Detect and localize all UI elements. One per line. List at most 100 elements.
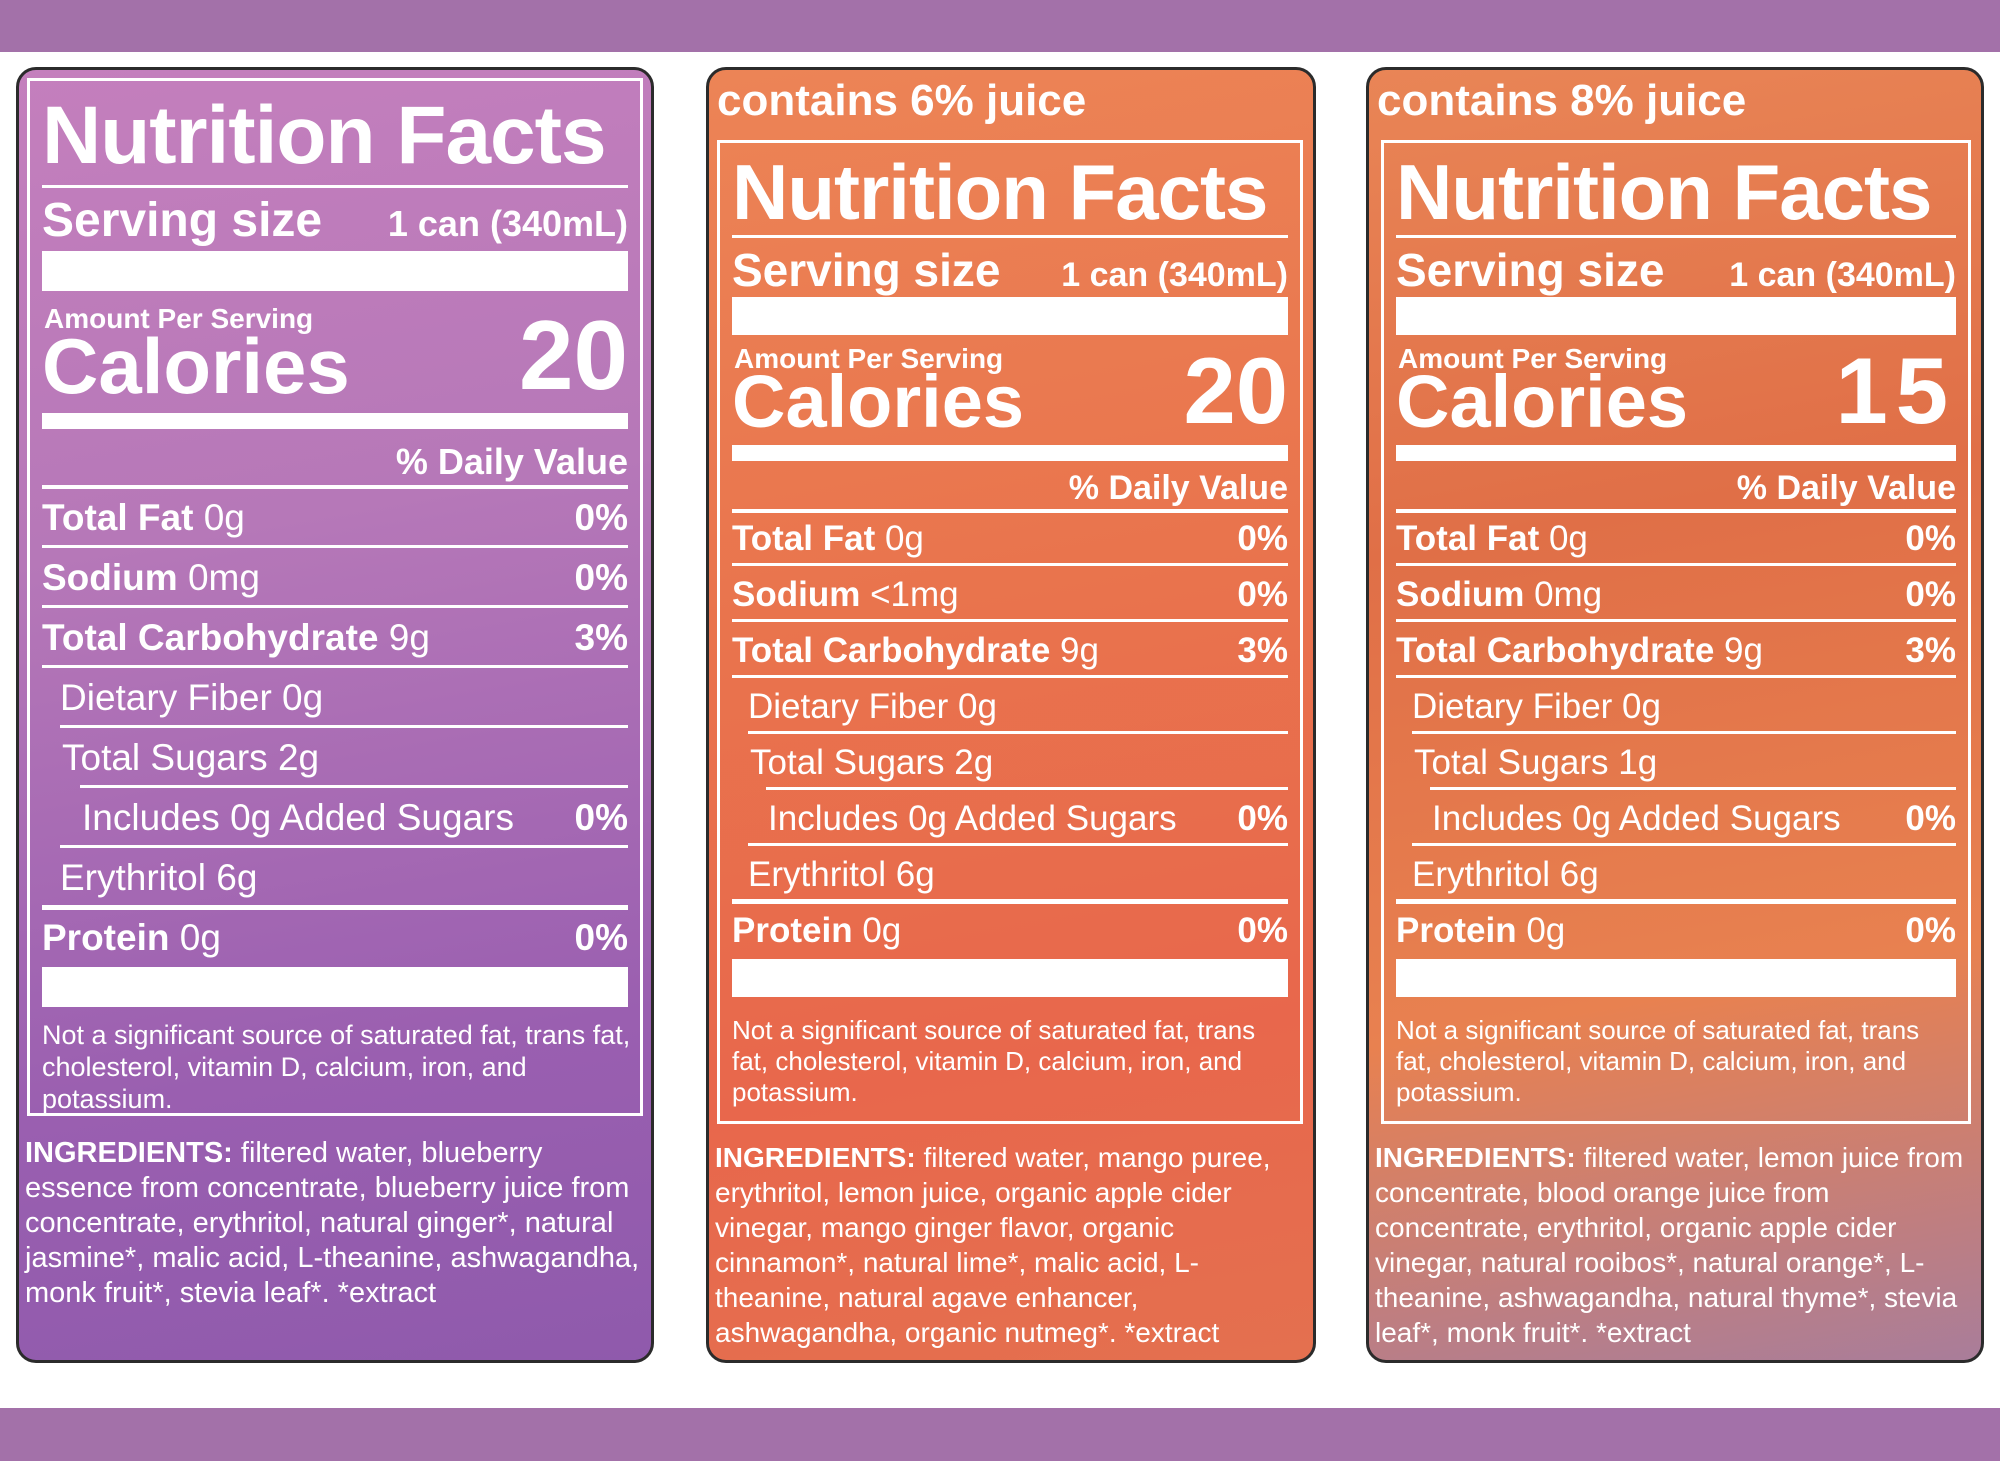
divider (42, 545, 628, 548)
nutrient-amount: 0g (179, 917, 221, 958)
dietary-fiber-row: Dietary Fiber 0g (1412, 687, 1661, 726)
nutrient-name: Total Fat (732, 519, 876, 558)
nutrient-amount: 0g (1548, 519, 1588, 558)
thick-divider (732, 959, 1288, 997)
thick-divider (1396, 297, 1956, 335)
serving-size-label: Serving size (732, 244, 1001, 296)
footnote: Not a significant source of saturated fa… (732, 1015, 1256, 1107)
serving-size-value: 1 can (340mL) (1061, 256, 1288, 294)
calories-label: Calories (732, 360, 1025, 443)
erythritol-row: Erythritol 6g (748, 855, 935, 894)
nutrient-amount: 0mg (1534, 575, 1603, 614)
nutrient-name: Total Carbohydrate (732, 631, 1051, 670)
divider (1412, 843, 1956, 846)
serving-size-value: 1 can (340mL) (387, 203, 628, 244)
daily-value-header: % Daily Value (1068, 469, 1288, 507)
ingredients: INGREDIENTS: filtered water, blueberry e… (25, 1136, 645, 1311)
divider (748, 843, 1288, 846)
nutrient-percent: 0% (1237, 575, 1288, 614)
thick-divider (42, 413, 628, 429)
divider (1396, 509, 1956, 513)
footnote: Not a significant source of saturated fa… (1396, 1015, 1920, 1107)
total-fat-row: Total Fat 0g 0% (42, 499, 628, 536)
total-sugars-row: Total Sugars 1g (1414, 743, 1658, 782)
sodium-row: Sodium 0mg 0% (42, 559, 628, 596)
nutrition-facts-title: Nutrition Facts (1396, 148, 1932, 236)
nutrition-facts-panel: Nutrition Facts Serving size 1 can (340m… (717, 140, 1303, 1124)
protein-row: Protein 0g 0% (42, 919, 628, 956)
divider (1430, 787, 1956, 790)
sodium-row: Sodium <1mg 0% (732, 577, 1288, 612)
nutrient-percent: 0% (1237, 911, 1288, 950)
juice-content: contains 6% juice (717, 76, 1087, 125)
thick-divider (732, 297, 1288, 335)
divider (748, 731, 1288, 734)
amount-per-serving: Amount Per Serving (1398, 343, 1668, 374)
thick-divider (732, 445, 1288, 461)
footnote: Not a significant source of saturated fa… (42, 1020, 631, 1114)
divider (1396, 563, 1956, 566)
total-fat-row: Total Fat 0g 0% (1396, 521, 1956, 556)
divider (60, 845, 628, 848)
thick-divider (42, 251, 628, 291)
divider (42, 905, 628, 910)
daily-value-header: % Daily Value (395, 441, 628, 482)
serving-size: Serving size 1 can (340mL) (1396, 243, 1956, 297)
ingredients-text: filtered water, lemon juice from concent… (1375, 1142, 1964, 1348)
divider (732, 235, 1288, 238)
nutrient-name: Protein (42, 917, 170, 958)
nutrient-amount: <1mg (870, 575, 959, 614)
divider (766, 787, 1288, 790)
nutrition-label-card: Nutrition Facts Serving size 1 can (340m… (16, 67, 654, 1363)
erythritol-row: Erythritol 6g (1412, 855, 1599, 894)
amount-per-serving: Amount Per Serving (734, 343, 1004, 374)
calories-label: Calories (1396, 360, 1689, 443)
total-carbohydrate-row: Total Carbohydrate 9g 3% (42, 619, 628, 656)
total-sugars-row: Total Sugars 2g (750, 743, 994, 782)
nutrient-percent: 0% (1905, 911, 1956, 950)
nutrition-facts-title: Nutrition Facts (42, 90, 607, 181)
nutrient-name: Total Fat (1396, 519, 1540, 558)
ingredients-text: filtered water, blueberry essence from c… (25, 1137, 640, 1309)
sodium-row: Sodium 0mg 0% (1396, 577, 1956, 612)
calories-value: 20 (1183, 338, 1288, 443)
nutrient-amount: 9g (1060, 631, 1099, 670)
calories-value: 15 (1835, 338, 1956, 443)
nutrient-amount: 0g (884, 519, 924, 558)
serving-size-label: Serving size (1396, 244, 1665, 296)
divider (42, 665, 628, 668)
nutrition-facts-panel: Nutrition Facts Serving size 1 can (340m… (27, 78, 643, 1116)
thick-divider (1396, 959, 1956, 997)
added-sugars-text: Includes 0g Added Sugars (82, 797, 514, 838)
serving-size: Serving size 1 can (340mL) (732, 243, 1288, 297)
added-sugars-text: Includes 0g Added Sugars (768, 799, 1177, 838)
nutrient-percent: 3% (1237, 631, 1288, 670)
nutrient-name: Total Carbohydrate (1396, 631, 1715, 670)
added-sugars-row: Includes 0g Added Sugars 0% (1432, 801, 1956, 836)
divider (1396, 235, 1956, 238)
nutrient-name: Protein (732, 911, 853, 950)
protein-row: Protein 0g 0% (732, 913, 1288, 948)
divider (42, 485, 628, 489)
divider (1396, 899, 1956, 904)
nutrient-percent: 0% (574, 797, 628, 838)
nutrient-name: Protein (1396, 911, 1517, 950)
total-carbohydrate-row: Total Carbohydrate 9g 3% (1396, 633, 1956, 668)
dietary-fiber-row: Dietary Fiber 0g (60, 677, 324, 718)
divider (1412, 731, 1956, 734)
divider (60, 725, 628, 728)
amount-per-serving: Amount Per Serving (44, 303, 314, 334)
nutrient-name: Total Fat (42, 497, 194, 538)
nutrition-label-card: contains 6% juice Nutrition Facts Servin… (706, 67, 1316, 1363)
added-sugars-row: Includes 0g Added Sugars 0% (768, 801, 1288, 836)
nutrient-percent: 0% (1237, 519, 1288, 558)
added-sugars-row: Includes 0g Added Sugars 0% (82, 799, 628, 836)
serving-size: Serving size 1 can (340mL) (42, 193, 628, 248)
nutrient-percent: 0% (1905, 799, 1956, 838)
bottom-band (0, 1408, 2000, 1461)
divider (1396, 619, 1956, 622)
divider (732, 563, 1288, 566)
nutrition-facts-panel: Nutrition Facts Serving size 1 can (340m… (1381, 140, 1971, 1124)
nutrition-facts-title: Nutrition Facts (732, 148, 1268, 236)
nutrient-name: Sodium (1396, 575, 1525, 614)
